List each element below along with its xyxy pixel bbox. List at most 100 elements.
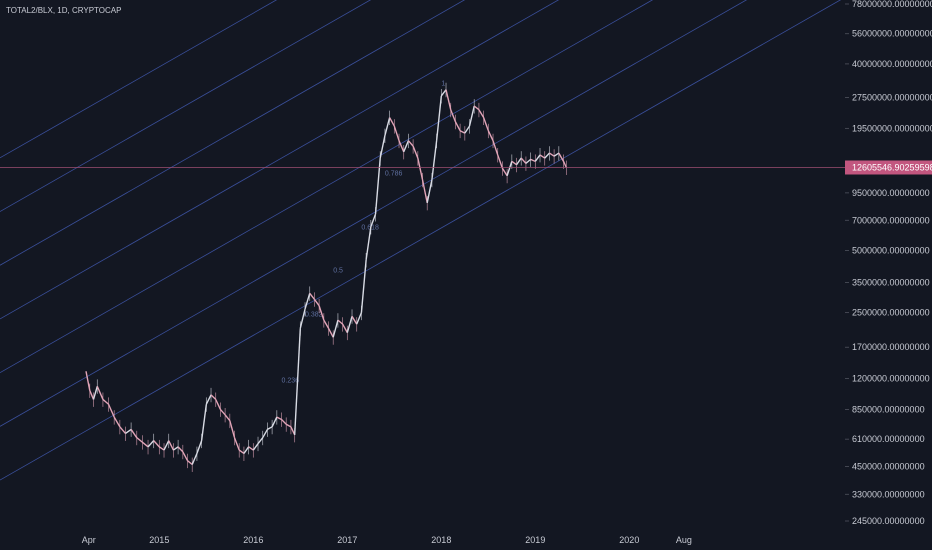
price-segment (257, 437, 264, 445)
price-tick-label: 330000.00000000 (852, 489, 925, 499)
price-segment (327, 327, 334, 338)
price-segment (525, 158, 532, 164)
price-segment (426, 179, 433, 203)
channel-line (0, 0, 372, 212)
price-segment (544, 152, 550, 159)
channel-line (0, 0, 842, 481)
price-tick-label: 7000000.00000000 (852, 215, 930, 225)
time-tick-label: 2020 (619, 535, 639, 545)
price-segment (558, 152, 565, 162)
price-segment (168, 440, 175, 451)
price-segment (92, 386, 98, 400)
price-segment (130, 429, 138, 439)
price-tick-label: 9500000.00000000 (852, 188, 930, 198)
price-axis-bg (845, 0, 932, 550)
price-tick-label: 450000.00000000 (852, 461, 925, 471)
price-tick-label: 3500000.00000000 (852, 277, 930, 287)
price-segment (497, 154, 504, 169)
price-segment (530, 158, 536, 162)
price-segment (177, 446, 184, 453)
time-tick-label: 2018 (431, 535, 451, 545)
price-tick-label: 56000000.00000000 (852, 29, 932, 39)
price-segment (534, 154, 541, 162)
price-segment (210, 394, 217, 400)
price-segment (346, 316, 353, 333)
price-segment (215, 399, 222, 410)
channel-line (0, 0, 278, 159)
price-segment (492, 140, 499, 156)
price-segment (482, 117, 489, 131)
price-segment (318, 305, 325, 321)
price-segment (299, 308, 306, 329)
price-segment (136, 437, 143, 443)
price-tick-label: 610000.00000000 (852, 434, 925, 444)
price-segment (196, 440, 203, 454)
price-segment (468, 105, 475, 127)
price-segment (96, 386, 104, 400)
time-tick-label: Apr (82, 535, 96, 545)
price-segment (421, 179, 428, 203)
price-tick-label: 40000000.00000000 (852, 59, 932, 69)
price-tick-label: 2500000.00000000 (852, 308, 930, 318)
price-segment (511, 160, 517, 166)
price-segment (417, 157, 424, 180)
price-segment (200, 404, 208, 441)
price-axis[interactable]: 78000000.00000000 56000000.00000000 400000… (845, 0, 932, 550)
price-segment (506, 161, 513, 176)
price-segment (454, 121, 461, 132)
channel-line (0, 0, 654, 374)
price-segment (107, 403, 115, 418)
price-segment (332, 319, 339, 338)
price-segment (539, 154, 546, 159)
price-segment (119, 426, 127, 434)
symbol-header: TOTAL2/BLX, 1D, CRYPTOCAP (6, 6, 121, 15)
price-series (85, 82, 567, 472)
price-segment (271, 416, 278, 428)
price-segment (365, 226, 372, 260)
price-segment (147, 440, 155, 448)
current-price-tag: 12605546.90259598 (845, 160, 932, 175)
price-segment (285, 423, 292, 428)
price-segment (553, 152, 560, 157)
price-segment (351, 315, 358, 325)
price-segment (562, 161, 567, 168)
price-segment (243, 446, 250, 454)
price-segment (435, 95, 443, 141)
price-segment (141, 441, 149, 448)
price-segment (384, 117, 391, 136)
price-tick-label: 850000.00000000 (852, 404, 925, 414)
price-segment (398, 140, 405, 153)
price-segment (125, 428, 132, 435)
price-segment (403, 140, 410, 153)
price-segment (153, 440, 160, 448)
price-segment (219, 408, 226, 416)
price-segment (229, 420, 236, 438)
price-segment (445, 89, 452, 110)
price-segment (440, 89, 447, 97)
price-segment (393, 125, 400, 141)
price-segment (501, 167, 508, 177)
price-tick-label: 1200000.00000000 (852, 373, 930, 383)
price-segment (113, 416, 121, 428)
price-tick-label: 1700000.00000000 (852, 342, 930, 352)
price-segment (478, 109, 485, 118)
price-segment (379, 135, 386, 159)
price-tick-label: 27500000.00000000 (852, 93, 932, 103)
fib-label: 0.5 (333, 268, 343, 275)
price-segment (389, 117, 395, 127)
price-segment (293, 328, 302, 435)
price-segment (85, 371, 91, 391)
price-segment (450, 109, 457, 122)
price-segment (337, 319, 344, 325)
time-axis[interactable]: Apr 2015 2016 2017 2018 2019 2020 Aug (82, 535, 692, 545)
price-segment (323, 319, 330, 329)
price-segment (205, 394, 212, 405)
price-segment (276, 416, 282, 421)
time-tick-label: Aug (676, 535, 692, 545)
price-segment (459, 130, 466, 134)
time-tick-label: 2015 (149, 535, 169, 545)
price-segment (158, 446, 165, 451)
